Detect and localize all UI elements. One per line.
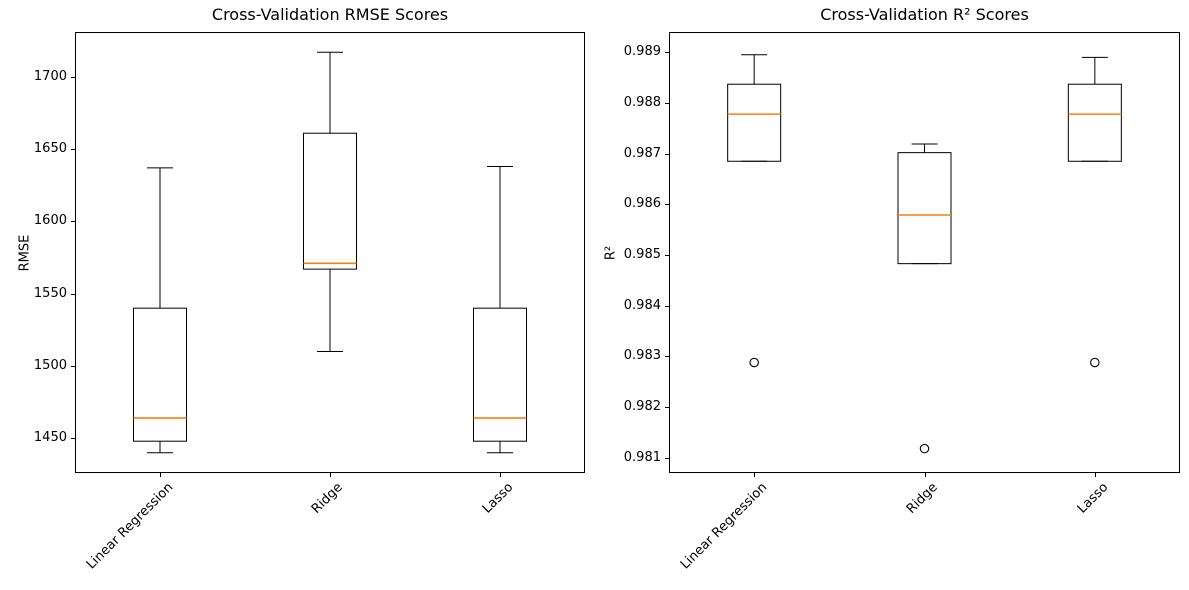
box-group (303, 51, 357, 353)
axes-frame (669, 32, 1180, 473)
y-tick-label: 1550 (33, 286, 67, 301)
y-tick-label: 0.985 (623, 247, 661, 262)
y-tick-label: 1450 (33, 430, 67, 445)
box-group (133, 167, 187, 454)
box-iqr (473, 307, 527, 442)
y-tick-label: 0.988 (623, 95, 661, 110)
axes-0 (71, 32, 585, 477)
y-tick-label: 0.989 (623, 44, 661, 59)
box-iqr (727, 83, 782, 162)
y-axis-label-r2: R² (603, 245, 619, 260)
y-tick-label: 0.986 (623, 196, 661, 211)
y-tick-label: 0.983 (623, 348, 661, 363)
axes-1 (665, 32, 1180, 477)
chart-title-r2: Cross-Validation R² Scores (820, 5, 1029, 24)
box-iqr (897, 152, 952, 265)
y-tick-label: 0.987 (623, 146, 661, 161)
y-axis-label-rmse: RMSE (17, 234, 33, 271)
box-group (897, 143, 952, 454)
axes-frame (75, 32, 585, 473)
y-tick-label: 1600 (33, 213, 67, 228)
outlier-marker (749, 357, 759, 368)
y-tick-label: 0.982 (623, 399, 661, 414)
outlier-marker (919, 443, 930, 454)
chart-title-rmse: Cross-Validation RMSE Scores (211, 5, 449, 24)
box-iqr (303, 132, 357, 270)
box-group (727, 54, 782, 368)
y-tick-label: 1500 (33, 358, 67, 373)
y-tick-label: 1700 (33, 69, 67, 84)
y-tick-label: 0.981 (623, 450, 661, 465)
box-iqr (133, 307, 187, 442)
y-tick-label: 0.984 (623, 298, 661, 313)
y-tick-label: 1650 (33, 141, 67, 156)
box-iqr (1067, 83, 1122, 162)
box-group (1067, 56, 1122, 368)
outlier-marker (1090, 357, 1100, 368)
box-group (473, 165, 527, 454)
